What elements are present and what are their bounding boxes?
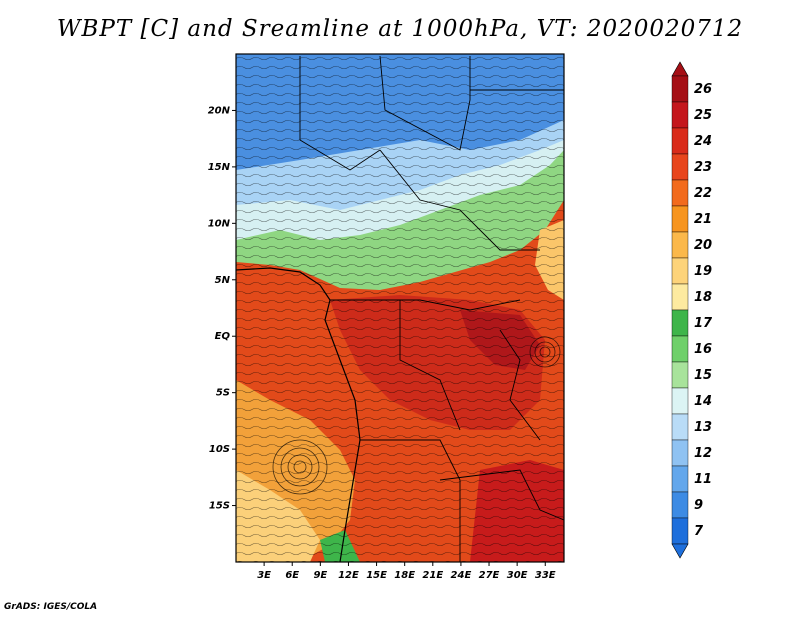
lat-tick-label: 5S bbox=[216, 388, 230, 399]
colorbar-segment bbox=[671, 257, 689, 285]
colorbar-segment bbox=[671, 413, 689, 441]
chart-title: WBPT [C] and Sreamline at 1000hPa, VT: 2… bbox=[56, 16, 744, 42]
colorbar-label: 22 bbox=[694, 186, 712, 201]
colorbar-segment bbox=[671, 75, 689, 103]
streamline-vortex bbox=[272, 439, 328, 495]
lat-tick-label: 5N bbox=[215, 275, 231, 286]
colorbar-segment bbox=[671, 517, 689, 545]
colorbar-label: 12 bbox=[694, 446, 712, 461]
footer-credit: GrADS: IGES/COLA bbox=[4, 602, 98, 612]
colorbar-segment bbox=[671, 491, 689, 519]
colorbar-segment bbox=[671, 387, 689, 415]
colorbar-segment bbox=[671, 361, 689, 389]
colorbar-label: 24 bbox=[694, 134, 712, 149]
colorbar-label: 7 bbox=[694, 524, 704, 539]
colorbar-label: 18 bbox=[694, 290, 712, 305]
lon-tick-label: 15E bbox=[366, 570, 387, 581]
lon-tick-label: 24E bbox=[451, 570, 472, 581]
colorbar-label: 11 bbox=[694, 472, 712, 487]
colorbar-label: 19 bbox=[694, 264, 712, 279]
map-frame bbox=[235, 53, 565, 563]
longitude-axis: 3E 6E 9E 12E 15E 18E 21E 24E 27E 30E 33E bbox=[257, 562, 556, 581]
colorbar-segment bbox=[671, 127, 689, 155]
colorbar-segment bbox=[671, 439, 689, 467]
colorbar-segment bbox=[671, 231, 689, 259]
map-panel bbox=[236, 54, 564, 562]
lat-tick-label: EQ bbox=[215, 331, 231, 342]
colorbar-label: 25 bbox=[694, 108, 712, 123]
lat-tick-label: 15S bbox=[209, 501, 230, 512]
colorbar-segment bbox=[671, 335, 689, 363]
colorbar-label: 17 bbox=[694, 316, 713, 331]
lon-tick-label: 18E bbox=[394, 570, 415, 581]
colorbar-label: 21 bbox=[694, 212, 712, 227]
colorbar-label: 16 bbox=[694, 342, 712, 357]
streamline-vortex-east bbox=[529, 336, 561, 368]
colorbar-label: 15 bbox=[694, 368, 712, 383]
colorbar-segment bbox=[671, 179, 689, 207]
lon-tick-label: 3E bbox=[257, 570, 271, 581]
colorbar-segment bbox=[671, 205, 689, 233]
colorbar-label: 20 bbox=[694, 238, 712, 253]
colorbar-label: 23 bbox=[694, 160, 712, 175]
colorbar-label: 26 bbox=[694, 82, 712, 97]
colorbar-max-arrow bbox=[671, 61, 689, 77]
colorbar-segment bbox=[671, 101, 689, 129]
colorbar-segment bbox=[671, 465, 689, 493]
colorbar: 26 25 24 23 22 21 20 19 18 17 16 15 14 13 12 11 9 7 bbox=[671, 61, 713, 559]
coastline bbox=[236, 267, 361, 562]
country-borders bbox=[299, 55, 564, 562]
lon-tick-label: 6E bbox=[285, 570, 299, 581]
lon-tick-label: 27E bbox=[479, 570, 500, 581]
lat-tick-label: 10S bbox=[209, 444, 230, 455]
colorbar-segment bbox=[671, 309, 689, 337]
colorbar-label: 14 bbox=[694, 394, 712, 409]
colorbar-label: 13 bbox=[694, 420, 712, 435]
lat-tick-label: 10N bbox=[208, 218, 231, 229]
latitude-axis: 20N 15N 10N 5N EQ 5S 10S 15S bbox=[208, 105, 236, 512]
colorbar-segment bbox=[671, 283, 689, 311]
lon-tick-label: 33E bbox=[535, 570, 556, 581]
lon-tick-label: 9E bbox=[313, 570, 327, 581]
lon-tick-label: 21E bbox=[422, 570, 443, 581]
lon-tick-label: 30E bbox=[507, 570, 528, 581]
lon-tick-label: 12E bbox=[338, 570, 359, 581]
colorbar-label: 9 bbox=[694, 498, 703, 513]
lat-tick-label: 15N bbox=[208, 162, 231, 173]
colorbar-min-arrow bbox=[671, 543, 689, 559]
lat-tick-label: 20N bbox=[208, 105, 231, 116]
colorbar-segment bbox=[671, 153, 689, 181]
